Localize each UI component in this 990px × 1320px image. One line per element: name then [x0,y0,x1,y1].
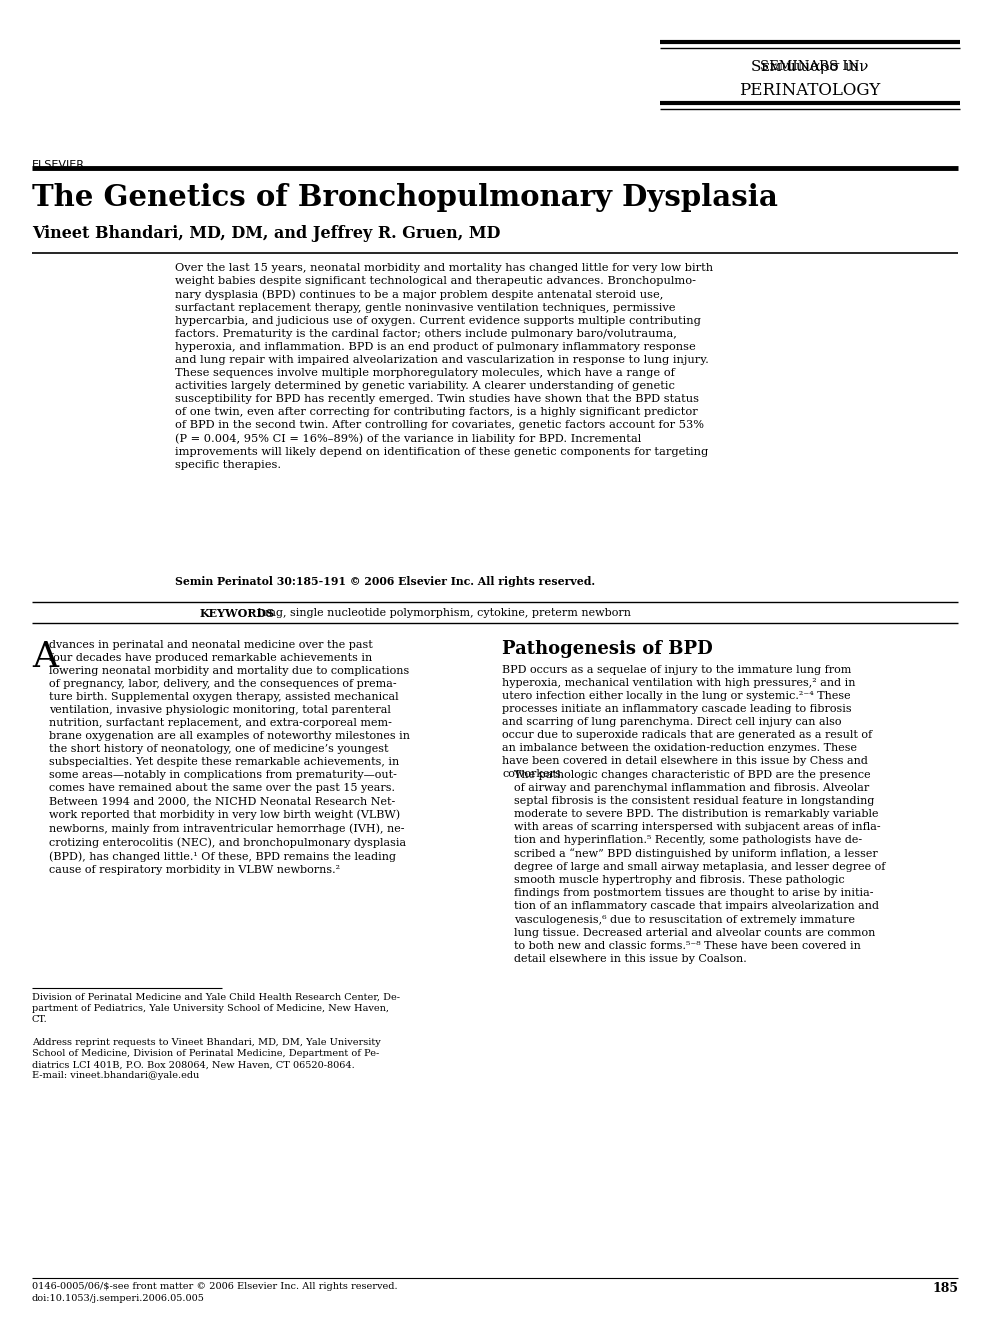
Text: A: A [32,640,58,675]
Text: lung, single nucleotide polymorphism, cytokine, preterm newborn: lung, single nucleotide polymorphism, cy… [258,609,631,618]
Text: PERINATOLOGY: PERINATOLOGY [740,82,881,99]
Text: Division of Perinatal Medicine and Yale Child Health Research Center, De-
partme: Division of Perinatal Medicine and Yale … [32,993,400,1024]
Text: Over the last 15 years, neonatal morbidity and mortality has changed little for : Over the last 15 years, neonatal morbidi… [175,263,713,470]
Text: Sᴇᴍɯɯαρσ ɯν: Sᴇᴍɯɯαρσ ɯν [751,59,869,74]
Text: KEYWORDS: KEYWORDS [200,609,275,619]
Text: 0146-0005/06/$-see front matter © 2006 Elsevier Inc. All rights reserved.
doi:10: 0146-0005/06/$-see front matter © 2006 E… [32,1282,398,1303]
Text: Address reprint requests to Vineet Bhandari, MD, DM, Yale University
School of M: Address reprint requests to Vineet Bhand… [32,1038,381,1080]
Text: The pathologic changes characteristic of BPD are the presence
of airway and pare: The pathologic changes characteristic of… [514,770,885,964]
Text: 185: 185 [932,1282,958,1295]
Text: dvances in perinatal and neonatal medicine over the past
four decades have produ: dvances in perinatal and neonatal medici… [49,640,410,875]
Text: BPD occurs as a sequelae of injury to the immature lung from
hyperoxia, mechanic: BPD occurs as a sequelae of injury to th… [502,665,872,779]
Text: ELSEVIER: ELSEVIER [32,160,85,170]
Text: The Genetics of Bronchopulmonary Dysplasia: The Genetics of Bronchopulmonary Dysplas… [32,183,778,213]
Text: SEMINARS IN: SEMINARS IN [760,59,859,73]
Text: Vineet Bhandari, MD, DM, and Jeffrey R. Gruen, MD: Vineet Bhandari, MD, DM, and Jeffrey R. … [32,224,500,242]
Text: Pathogenesis of BPD: Pathogenesis of BPD [502,640,713,657]
Text: Semin Perinatol 30:185-191 © 2006 Elsevier Inc. All rights reserved.: Semin Perinatol 30:185-191 © 2006 Elsevi… [175,576,595,587]
